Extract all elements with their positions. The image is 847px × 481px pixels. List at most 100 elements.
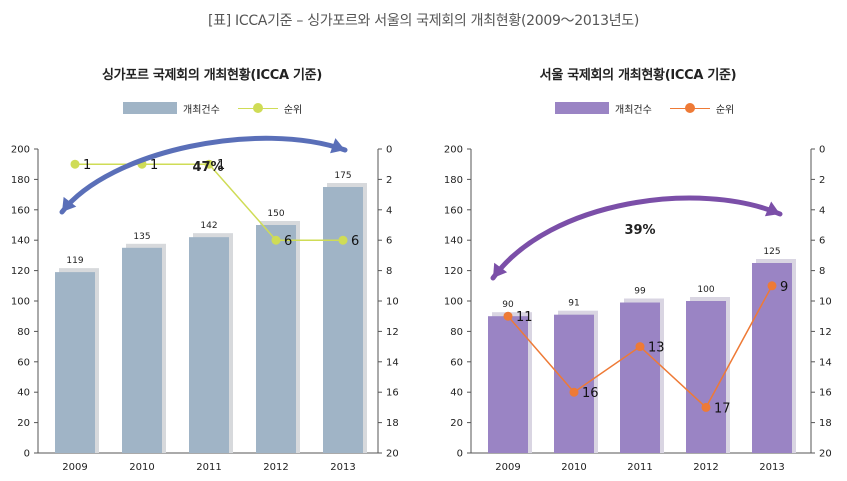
sg-y2-tick-label: 20 [386,449,399,460]
seoul-y-tick-label: 200 [444,145,463,156]
singapore-chart-title: 싱가포르 국제회의 개최현황(ICCA 기준) [102,68,322,83]
sg-rank-label: 1 [150,158,158,173]
seoul-bar-label: 100 [697,285,714,295]
sg-y-tick-label: 80 [17,327,30,338]
seoul-y-tick-label: 60 [450,357,463,368]
seoul-y2-tick-label: 16 [819,388,832,399]
sg-y2-tick-label: 16 [386,388,399,399]
sg-y-tick-label: 60 [17,357,30,368]
seoul-y2-tick-label: 4 [819,205,825,216]
seoul-rank-label: 13 [648,341,665,356]
sg-y2-tick-label: 2 [386,175,392,186]
seoul-y2-tick-label: 12 [819,327,832,338]
seoul-x-tick-label: 2011 [627,462,652,473]
seoul-rank-point [635,342,645,352]
seoul-bar-label: 91 [568,299,579,309]
sg-y-tick-label: 20 [17,418,30,429]
sg-x-tick-label: 2009 [62,462,87,473]
seoul-x-tick-label: 2009 [495,462,520,473]
seoul-bar [620,302,660,453]
seoul-bar [488,316,528,453]
sg-bar [323,187,363,453]
sg-y2-tick-label: 8 [386,266,392,277]
sg-y2-tick-label: 4 [386,205,392,216]
legend-bar-swatch [555,102,609,114]
seoul-y-tick-label: 40 [450,388,463,399]
sg-rank-point [271,235,281,245]
seoul-bar-label: 125 [763,247,780,257]
sg-x-tick-label: 2010 [129,462,154,473]
seoul-rank-label: 17 [714,401,731,416]
sg-bar-label: 119 [66,256,83,266]
sg-rank-label: 6 [351,234,359,249]
sg-growth-annotation: 47% [192,160,223,175]
seoul-y2-tick-label: 0 [819,145,825,156]
seoul-y-tick-label: 120 [444,266,463,277]
seoul-y2-tick-label: 2 [819,175,825,186]
seoul-legend: 개최건수 순위 [555,100,734,116]
sg-y-tick-label: 140 [11,236,30,247]
sg-y2-tick-label: 10 [386,297,399,308]
sg-bar [122,247,162,453]
sg-bar-label: 150 [267,209,284,219]
seoul-rank-point [503,311,513,321]
sg-arrow-head-start [330,138,345,154]
seoul-chart-title: 서울 국제회의 개최현황(ICCA 기준) [539,68,737,83]
legend-line-swatch [669,102,710,114]
sg-bar [55,272,95,453]
seoul-y-tick-label: 0 [457,449,463,460]
sg-rank-label: 1 [217,158,225,173]
singapore-legend: 개최건수 순위 [123,100,302,116]
seoul-y-tick-label: 20 [450,418,463,429]
sg-growth-arrow [59,135,348,215]
seoul-y-tick-label: 100 [444,297,463,308]
seoul-bar [752,263,792,453]
sg-y-tick-label: 100 [11,297,30,308]
legend-line-label: 순위 [715,104,735,116]
sg-y-tick-label: 180 [11,175,30,186]
seoul-growth-arrow [490,195,783,281]
sg-y2-tick-label: 14 [386,357,399,368]
seoul-bar [554,314,594,453]
sg-arrow-head-end [62,196,77,212]
seoul-rank-point [767,281,777,291]
sg-bar-label: 135 [133,232,150,242]
seoul-y2-tick-label: 6 [819,236,825,247]
legend-bar-swatch [123,102,177,114]
seoul-arrow-head-end [493,262,508,278]
legend-bar-label: 개최건수 [183,104,220,116]
seoul-y2-tick-label: 14 [819,357,832,368]
sg-bar [189,237,229,453]
sg-y-tick-label: 160 [11,205,30,216]
seoul-y-tick-label: 140 [444,236,463,247]
sg-bar [256,225,296,453]
seoul-growth-annotation: 39% [624,223,655,238]
sg-y-tick-label: 120 [11,266,30,277]
seoul-x-tick-label: 2012 [693,462,718,473]
seoul-bar-label: 99 [634,287,646,297]
seoul-arrow-head-start [764,201,780,217]
sg-y2-tick-label: 18 [386,418,399,429]
seoul-rank-label: 9 [780,280,788,295]
sg-y2-tick-label: 6 [386,236,392,247]
seoul-y2-tick-label: 18 [819,418,832,429]
seoul-y2-tick-label: 8 [819,266,825,277]
page-title: [표] ICCA기준 – 싱가포르와 서울의 국제회의 개최현황(2009～20… [207,13,640,29]
sg-bar-label: 142 [200,221,217,231]
seoul-y2-tick-label: 10 [819,297,832,308]
seoul-y-tick-label: 80 [450,327,463,338]
seoul-y-tick-label: 180 [444,175,463,186]
seoul-y-tick-label: 160 [444,205,463,216]
sg-x-tick-label: 2011 [196,462,221,473]
sg-y-tick-label: 0 [24,449,30,460]
sg-y2-tick-label: 0 [386,145,392,156]
sg-rank-point [70,159,80,169]
seoul-rank-point [569,387,579,397]
sg-rank-label: 6 [284,234,292,249]
sg-y-tick-label: 200 [11,145,30,156]
seoul-rank-point [701,402,711,412]
legend-line-label: 순위 [283,104,303,116]
seoul-bar [686,301,726,453]
sg-rank-label: 1 [83,158,91,173]
